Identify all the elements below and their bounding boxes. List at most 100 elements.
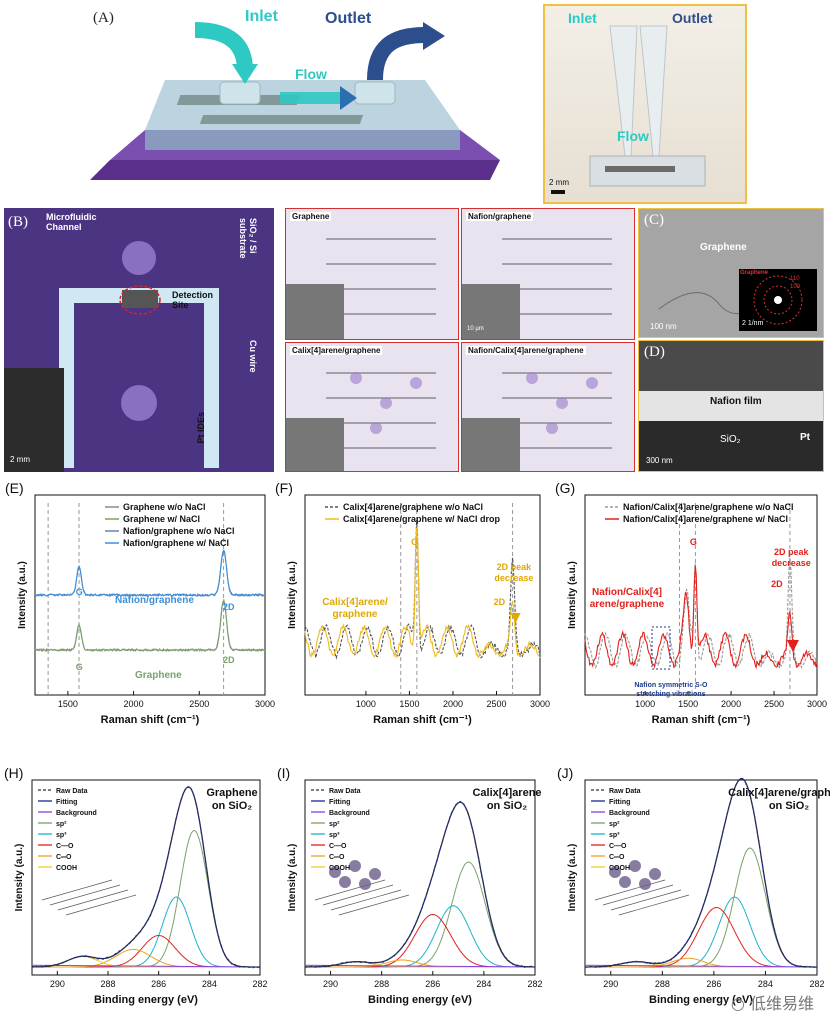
- legend-entry: Fitting: [56, 799, 77, 806]
- annotation-so-vibrations: Nafion symmetric S-O stretching vibration…: [634, 682, 708, 698]
- legend-entry: COOH: [56, 865, 77, 872]
- microfluidic-label: Microfluidic Channel: [46, 212, 97, 232]
- panel-c-graphene-label: Graphene: [700, 242, 747, 253]
- x-tick-label: 282: [527, 979, 542, 989]
- annotation-g: G: [690, 537, 697, 547]
- legend-entry: C═O: [329, 854, 345, 861]
- xps-chart-J: [584, 777, 818, 976]
- legend-entry: Nafion/Calix[4]arene/graphene w/o NaCl: [623, 502, 794, 512]
- x-tick-label: 282: [809, 979, 824, 989]
- panel-c-scale: 100 nm: [650, 322, 677, 331]
- watermark: ○ 低维易维: [731, 990, 814, 1014]
- plot-frame: [304, 494, 541, 696]
- lattice-line: [314, 879, 386, 901]
- annotation-g: G: [76, 587, 83, 597]
- legend-entry: Raw Data: [56, 788, 88, 795]
- legend-entry: C═O: [56, 854, 72, 861]
- lattice-line: [49, 884, 121, 906]
- series-line: [304, 520, 541, 660]
- annotation-g: G: [411, 537, 418, 547]
- plot-frame: [584, 494, 818, 696]
- molecule-atom: [369, 868, 381, 880]
- legend-entry: Fitting: [329, 799, 350, 806]
- chart-letter: (F): [275, 480, 293, 496]
- panel-a-flow-label: Flow: [295, 66, 327, 82]
- x-tick-label: 290: [603, 979, 618, 989]
- molecule-atom: [619, 876, 631, 888]
- molecule-atom: [609, 866, 621, 878]
- legend: [105, 506, 119, 544]
- watermark-text: 低维易维: [749, 994, 814, 1013]
- legend-entry: Nafion/graphene w/ NaCl: [123, 538, 229, 548]
- panel-c-tem: [638, 208, 824, 338]
- legend-entry: COOH: [329, 865, 350, 872]
- plot-frame: [584, 779, 818, 976]
- subpanel-nafion-graphene: [461, 208, 635, 340]
- photo-inlet-label: Inlet: [568, 10, 597, 26]
- molecule-atom: [339, 876, 351, 888]
- x-tick-label: 284: [758, 979, 773, 989]
- x-tick-label: 288: [655, 979, 670, 989]
- x-tick-label: 288: [100, 979, 115, 989]
- x-tick-label: 1500: [399, 699, 419, 709]
- chart-title: Graphene on SiO₂: [206, 787, 257, 812]
- molecule-atom: [639, 878, 651, 890]
- chart-letter: (E): [5, 480, 24, 496]
- legend-entry: Graphene w/o NaCl: [123, 502, 206, 512]
- lattice-line: [602, 884, 674, 906]
- x-tick-label: 1500: [678, 699, 698, 709]
- x-tick-label: 286: [151, 979, 166, 989]
- molecule-atom: [629, 860, 641, 872]
- wechat-icon: ○: [730, 994, 745, 1013]
- panel-b-device: [4, 208, 274, 472]
- subpanel-nafion-calix-graphene-label: Nafion/Calix[4]arene/graphene: [466, 346, 586, 355]
- panel-d-pt-label: Pt: [800, 432, 810, 443]
- x-tick-label: 3000: [255, 699, 275, 709]
- panel-b-scale: 2 mm: [10, 455, 30, 464]
- component-line: [32, 829, 260, 968]
- annotation-nafion-graphene: Nafion/graphene: [115, 595, 194, 606]
- detection-site-label: Detection Site: [172, 290, 214, 310]
- legend-entry: Calix[4]arene/graphene w/o NaCl: [343, 502, 483, 512]
- y-axis-label: Intensity (a.u.): [17, 561, 28, 629]
- panel-d-scale: 300 nm: [646, 456, 673, 465]
- legend-entry: Nafion/graphene w/o NaCl: [123, 526, 235, 536]
- y-axis-label: Intensity (a.u.): [567, 844, 578, 912]
- substrate-label: SiO₂ / Si substrate: [238, 218, 258, 259]
- x-tick-label: 284: [476, 979, 491, 989]
- raw-data-line: [304, 800, 536, 969]
- annotation-nafion-calix-graphene: Nafion/Calix[4] arene/graphene: [590, 587, 665, 610]
- legend-entry: C—O: [609, 843, 627, 850]
- cu-wire-label: Cu wire: [248, 340, 258, 373]
- panel-a-photo: [543, 4, 747, 204]
- x-tick-label: 2000: [721, 699, 741, 709]
- series-line: [34, 549, 266, 598]
- y-axis-label: Intensity (a.u.): [14, 844, 25, 912]
- x-tick-label: 2000: [443, 699, 463, 709]
- legend-entry: sp²: [609, 821, 620, 828]
- annotation-calix-graphene: Calix[4]arene/graphene: [322, 597, 388, 620]
- x-tick-label: 1000: [356, 699, 376, 709]
- photo-outlet-label: Outlet: [672, 10, 713, 26]
- lattice-line: [610, 889, 682, 911]
- series-line: [304, 527, 541, 659]
- structure-illustration: [594, 860, 690, 916]
- legend-entry: Raw Data: [609, 788, 641, 795]
- photo-scale-label: 2 mm: [549, 178, 569, 187]
- lattice-line: [618, 894, 690, 916]
- annotation-2d-decrease: 2D peak decrease: [494, 562, 533, 583]
- legend-entry: sp³: [609, 832, 620, 839]
- x-axis-label: Binding energy (eV): [649, 994, 753, 1006]
- legend-entry: sp³: [329, 832, 340, 839]
- x-tick-label: 2500: [764, 699, 784, 709]
- molecule-atom: [329, 866, 341, 878]
- molecule-atom: [649, 868, 661, 880]
- component-line: [32, 934, 260, 968]
- lattice-line: [330, 889, 402, 911]
- legend-entry: sp²: [56, 821, 67, 828]
- panel-c-miller-100: 100: [790, 284, 801, 290]
- legend-entry: Background: [329, 810, 370, 817]
- panel-c-miller-110: 110: [790, 276, 800, 282]
- fitting-line: [305, 801, 535, 968]
- subpanel-calix-graphene: [285, 342, 459, 472]
